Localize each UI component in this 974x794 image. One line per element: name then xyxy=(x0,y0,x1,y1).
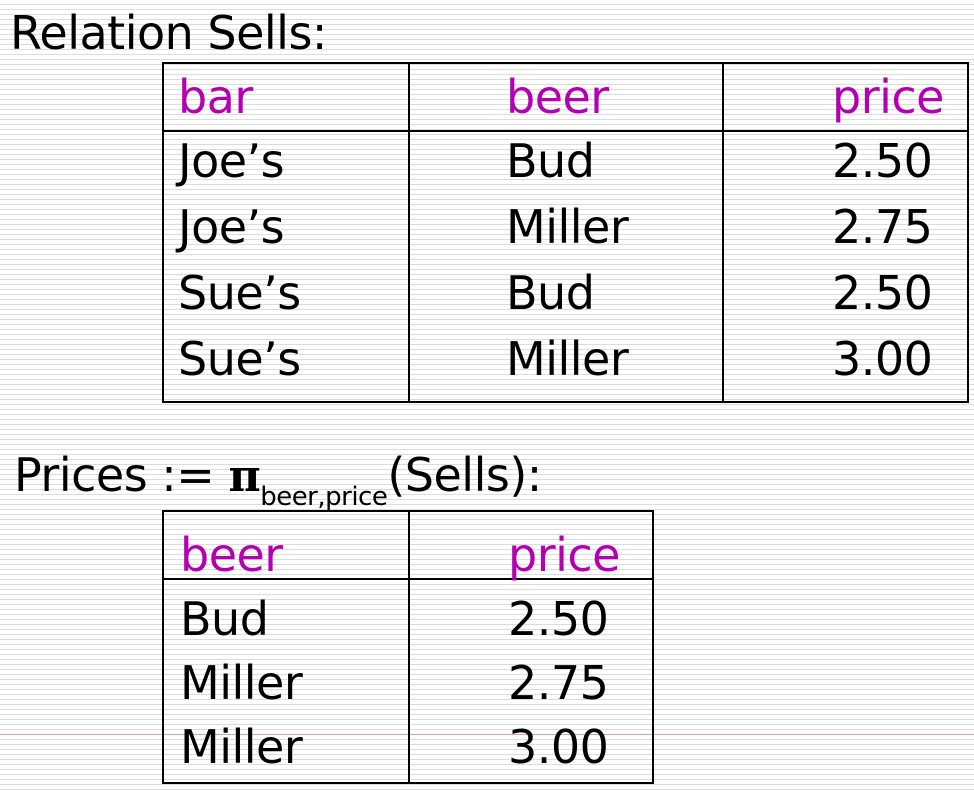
projection-subscript: beer,price xyxy=(260,482,388,512)
pi-projection-symbol: π xyxy=(228,451,261,502)
sells-row4-bar: Sue’s xyxy=(178,332,301,386)
sells-row1-price: 2.50 xyxy=(832,134,933,188)
sells-table: bar beer price Joe’s Bud 2.50 Joe’s Mill… xyxy=(162,62,969,403)
decorative-red-rule xyxy=(0,734,974,735)
sells-heading: Relation Sells: xyxy=(10,6,327,60)
sells-row2-price: 2.75 xyxy=(832,200,933,254)
prices-row2-price: 2.75 xyxy=(508,656,609,710)
sells-row2-beer: Miller xyxy=(506,200,629,254)
prices-row3-beer: Miller xyxy=(180,720,303,774)
prices-header-beer: beer xyxy=(180,528,283,582)
sells-row1-bar: Joe’s xyxy=(178,134,285,188)
sells-row1-beer: Bud xyxy=(506,134,595,188)
sells-col-bar xyxy=(164,64,410,401)
prices-heading: Prices := πbeer,price(Sells): xyxy=(14,451,542,510)
prices-row2-beer: Miller xyxy=(180,656,303,710)
sells-row4-beer: Miller xyxy=(506,332,629,386)
sells-header-beer: beer xyxy=(506,70,609,124)
sells-header-bar: bar xyxy=(178,70,253,124)
prices-row1-price: 2.50 xyxy=(508,592,609,646)
prices-row1-beer: Bud xyxy=(180,592,269,646)
prices-table: beer price Bud 2.50 Miller 2.75 Miller 3… xyxy=(162,510,654,784)
sells-col-beer xyxy=(410,64,724,401)
prices-header-rule xyxy=(164,578,652,580)
prices-row3-price: 3.00 xyxy=(508,720,609,774)
sells-row4-price: 3.00 xyxy=(832,332,933,386)
sells-row3-beer: Bud xyxy=(506,266,595,320)
sells-header-price: price xyxy=(832,70,944,124)
prices-header-price: price xyxy=(508,528,620,582)
sells-row3-bar: Sue’s xyxy=(178,266,301,320)
prices-heading-suffix: (Sells): xyxy=(387,448,542,502)
prices-col-beer xyxy=(164,512,410,782)
sells-header-rule xyxy=(164,130,967,132)
prices-heading-prefix: Prices := xyxy=(14,448,229,502)
sells-row3-price: 2.50 xyxy=(832,266,933,320)
sells-row2-bar: Joe’s xyxy=(178,200,285,254)
